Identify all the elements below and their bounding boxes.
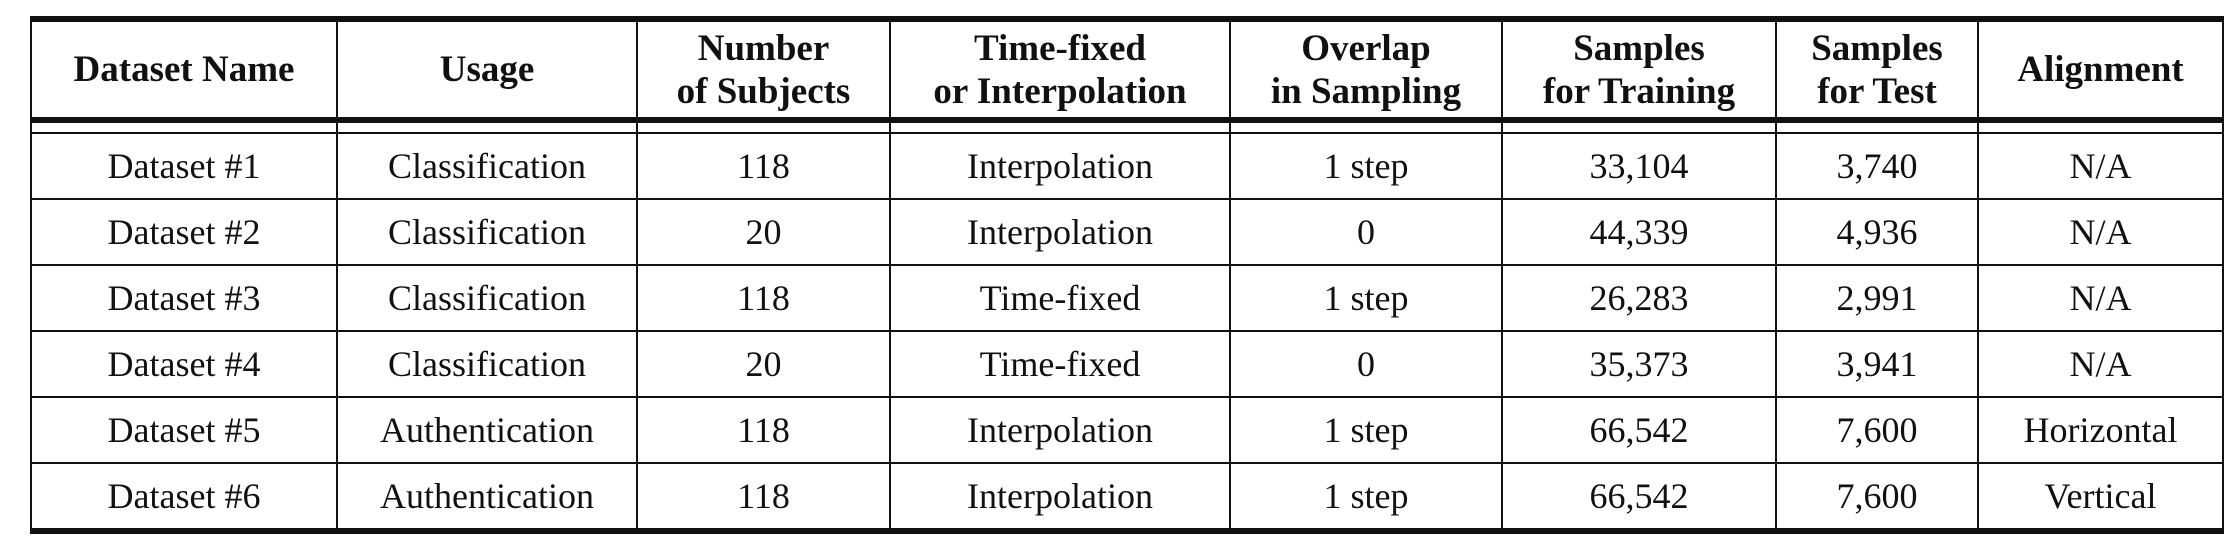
cell-dataset-name: Dataset #1 xyxy=(30,132,338,200)
cell-time-fixed-or-interpolation: Interpolation xyxy=(889,198,1231,266)
cell-usage: Authentication xyxy=(336,396,638,464)
cell-overlap-in-sampling: 0 xyxy=(1229,198,1503,266)
cell-alignment: N/A xyxy=(1977,132,2224,200)
cell-usage: Classification xyxy=(336,264,638,332)
cell-dataset-name: Dataset #5 xyxy=(30,396,338,464)
header-gap-row xyxy=(30,120,2224,134)
cell-time-fixed-or-interpolation: Time-fixed xyxy=(889,264,1231,332)
table-row: Dataset #2 Classification 20 Interpolati… xyxy=(30,198,2224,266)
cell-usage: Authentication xyxy=(336,462,638,534)
cell-overlap-in-sampling: 1 step xyxy=(1229,132,1503,200)
cell-samples-for-test: 3,740 xyxy=(1775,132,1979,200)
header-usage: Usage xyxy=(336,16,638,123)
cell-samples-for-training: 66,542 xyxy=(1501,462,1777,534)
table-row: Dataset #1 Classification 118 Interpolat… xyxy=(30,132,2224,200)
cell-samples-for-test: 3,941 xyxy=(1775,330,1979,398)
cell-overlap-in-sampling: 0 xyxy=(1229,330,1503,398)
cell-samples-for-test: 7,600 xyxy=(1775,462,1979,534)
cell-dataset-name: Dataset #3 xyxy=(30,264,338,332)
cell-number-of-subjects: 118 xyxy=(636,132,891,200)
table-row: Dataset #6 Authentication 118 Interpolat… xyxy=(30,462,2224,534)
header-number-of-subjects: Number of Subjects xyxy=(636,16,891,123)
cell-usage: Classification xyxy=(336,330,638,398)
header-row: Dataset Name Usage Number of Subjects Tim… xyxy=(30,16,2224,123)
header-overlap-in-sampling: Overlap in Sampling xyxy=(1229,16,1503,123)
cell-overlap-in-sampling: 1 step xyxy=(1229,396,1503,464)
cell-overlap-in-sampling: 1 step xyxy=(1229,462,1503,534)
cell-alignment: N/A xyxy=(1977,330,2224,398)
cell-time-fixed-or-interpolation: Interpolation xyxy=(889,132,1231,200)
cell-time-fixed-or-interpolation: Interpolation xyxy=(889,462,1231,534)
cell-number-of-subjects: 118 xyxy=(636,396,891,464)
cell-alignment: Horizontal xyxy=(1977,396,2224,464)
table-row: Dataset #3 Classification 118 Time-fixed… xyxy=(30,264,2224,332)
table-header: Dataset Name Usage Number of Subjects Tim… xyxy=(30,16,2224,123)
cell-samples-for-training: 66,542 xyxy=(1501,396,1777,464)
header-time-fixed-or-interpolation: Time-fixed or Interpolation xyxy=(889,16,1231,123)
dataset-table: Dataset Name Usage Number of Subjects Tim… xyxy=(30,16,2224,534)
cell-usage: Classification xyxy=(336,198,638,266)
cell-samples-for-test: 7,600 xyxy=(1775,396,1979,464)
cell-dataset-name: Dataset #4 xyxy=(30,330,338,398)
header-alignment: Alignment xyxy=(1977,16,2224,123)
cell-alignment: N/A xyxy=(1977,264,2224,332)
cell-dataset-name: Dataset #2 xyxy=(30,198,338,266)
cell-time-fixed-or-interpolation: Interpolation xyxy=(889,396,1231,464)
cell-alignment: N/A xyxy=(1977,198,2224,266)
table-body: Dataset #1 Classification 118 Interpolat… xyxy=(30,120,2224,534)
cell-number-of-subjects: 118 xyxy=(636,462,891,534)
cell-samples-for-training: 33,104 xyxy=(1501,132,1777,200)
cell-time-fixed-or-interpolation: Time-fixed xyxy=(889,330,1231,398)
header-samples-for-training: Samples for Training xyxy=(1501,16,1777,123)
cell-samples-for-test: 2,991 xyxy=(1775,264,1979,332)
table-row: Dataset #4 Classification 20 Time-fixed … xyxy=(30,330,2224,398)
cell-alignment: Vertical xyxy=(1977,462,2224,534)
cell-number-of-subjects: 20 xyxy=(636,330,891,398)
dataset-table-container: Dataset Name Usage Number of Subjects Tim… xyxy=(30,16,2224,534)
cell-samples-for-training: 35,373 xyxy=(1501,330,1777,398)
header-dataset-name: Dataset Name xyxy=(30,16,338,123)
table-row: Dataset #5 Authentication 118 Interpolat… xyxy=(30,396,2224,464)
cell-dataset-name: Dataset #6 xyxy=(30,462,338,534)
cell-overlap-in-sampling: 1 step xyxy=(1229,264,1503,332)
cell-samples-for-training: 44,339 xyxy=(1501,198,1777,266)
cell-number-of-subjects: 118 xyxy=(636,264,891,332)
cell-samples-for-test: 4,936 xyxy=(1775,198,1979,266)
header-samples-for-test: Samples for Test xyxy=(1775,16,1979,123)
cell-samples-for-training: 26,283 xyxy=(1501,264,1777,332)
cell-usage: Classification xyxy=(336,132,638,200)
cell-number-of-subjects: 20 xyxy=(636,198,891,266)
